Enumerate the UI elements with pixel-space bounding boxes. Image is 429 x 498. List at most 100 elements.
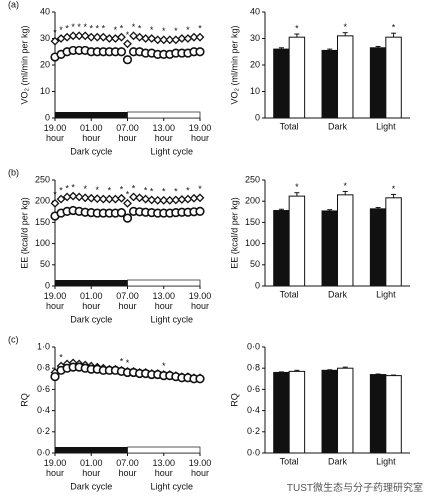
diamond-marker (98, 32, 108, 42)
diamond-marker (195, 193, 205, 203)
diamond-marker (129, 31, 138, 41)
diamond-marker (50, 36, 60, 46)
y-tick-label: 0·6 (37, 384, 50, 394)
diamond-marker (74, 192, 84, 202)
significance-star: * (120, 357, 124, 367)
x-tick-label: Total (280, 121, 299, 131)
panel-label: (a) (8, 0, 19, 9)
y-tick-label: 0 (45, 280, 50, 290)
y-tick-label: 10 (40, 86, 50, 96)
x-tick-label: 19.00 hour (188, 458, 212, 478)
y-tick-label: 0·0 (37, 447, 50, 457)
x-tick-label: 01.00 hour (79, 123, 103, 143)
significance-star: * (59, 25, 63, 35)
significance-star: * (392, 184, 396, 194)
bar (273, 371, 290, 454)
y-tick-label: 150 (35, 217, 50, 227)
x-tick-label: Dark (328, 121, 348, 131)
significance-star: * (162, 26, 166, 36)
y-tick-label: 20 (40, 59, 50, 69)
diamond-marker (171, 195, 181, 205)
significance-star: * (343, 181, 347, 191)
y-axis-label: RQ (19, 393, 29, 407)
bar (385, 197, 402, 287)
significance-star: * (108, 185, 112, 195)
significance-star: * (126, 30, 130, 40)
diamond-marker (92, 194, 102, 204)
circle-marker (116, 208, 127, 218)
watermark: TUST微生态与分子药理研究室 (286, 483, 423, 494)
circle-marker (116, 47, 127, 57)
x-tick-label: 19.00 hour (43, 291, 67, 311)
y-tick-label: 0·0 (247, 341, 260, 351)
significance-star: * (59, 352, 63, 362)
y-axis-label: EE (kcal/d per kg) (229, 197, 239, 269)
y-tick-label: 50 (40, 259, 50, 269)
bar (321, 210, 338, 287)
y-tick-label: 0·0 (247, 447, 260, 457)
y-axis-label: EE (kcal/d per kg) (19, 197, 29, 269)
significance-star: * (53, 28, 57, 38)
x-tick-label: Total (280, 456, 299, 466)
significance-star: * (186, 25, 190, 35)
y-axis-label: VO₂ (ml/min per kg) (229, 25, 239, 104)
significance-star: * (96, 24, 100, 34)
light-bar (127, 279, 201, 287)
diamond-marker (98, 194, 108, 204)
significance-star: * (120, 24, 124, 34)
x-tick-label: 13.00 hour (152, 123, 176, 143)
diamond-marker (110, 34, 120, 43)
significance-star: * (144, 185, 148, 195)
significance-star: * (138, 24, 142, 34)
significance-star: * (198, 184, 202, 194)
y-tick-label: 0·4 (247, 405, 260, 415)
x-tick-label: Dark (328, 456, 348, 466)
x-tick-label: 19.00 hour (43, 123, 67, 143)
dark-bar (55, 112, 128, 118)
dark-bar (55, 447, 128, 453)
significance-star: * (162, 187, 166, 197)
bar (369, 47, 387, 119)
bar (288, 195, 306, 287)
y-tick-label: 0·2 (37, 426, 50, 436)
panel-label: (b) (8, 167, 19, 177)
diamond-marker (110, 194, 120, 204)
bar (273, 210, 290, 287)
diamond-marker (86, 32, 96, 42)
diamond-marker (50, 198, 60, 208)
significance-star: * (77, 22, 81, 32)
y-tick-label: 30 (40, 33, 50, 43)
bar (288, 36, 306, 119)
x-tick-label: 19.00 hour (188, 291, 212, 311)
x-tick-label: 13.00 hour (152, 458, 176, 478)
diamond-marker (135, 193, 145, 203)
diamond-marker (80, 193, 90, 203)
bar (288, 370, 306, 454)
cycle-label: Light cycle (150, 314, 193, 324)
cycle-label: Light cycle (150, 481, 193, 491)
circle-marker (195, 47, 205, 57)
y-tick-label: 0 (255, 112, 260, 122)
significance-star: * (120, 185, 124, 195)
significance-star: * (295, 182, 299, 192)
y-tick-label: 0 (255, 280, 260, 290)
cycle-label: Light cycle (150, 146, 193, 156)
diamond-marker (189, 193, 199, 203)
significance-star: * (53, 190, 57, 200)
x-tick-label: Light (376, 121, 396, 131)
y-tick-label: 10 (250, 86, 260, 96)
bar (337, 367, 354, 454)
significance-star: * (65, 24, 69, 34)
significance-star: * (83, 184, 87, 194)
bar (369, 374, 387, 454)
diamond-marker (171, 35, 181, 45)
diamond-marker (92, 32, 102, 42)
circle-marker (122, 55, 133, 65)
diamond-marker (141, 194, 151, 204)
diamond-marker (86, 193, 96, 203)
light-bar (127, 111, 201, 119)
diamond-marker (129, 192, 138, 202)
significance-star: * (132, 183, 136, 193)
y-tick-label: 40 (40, 6, 50, 16)
